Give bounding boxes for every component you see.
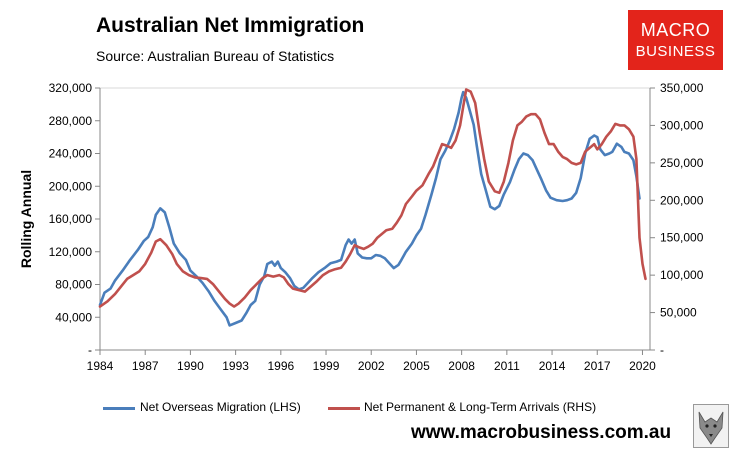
series-layer xyxy=(98,88,647,327)
x-tick-label: 1993 xyxy=(222,359,249,373)
left-tick-label: 280,000 xyxy=(49,114,93,128)
right-tick-label: 100,000 xyxy=(660,268,704,282)
right-tick-label: 200,000 xyxy=(660,193,704,207)
x-tick-label: 1996 xyxy=(267,359,294,373)
series-line-net-permanent-long-term-arrivals xyxy=(98,88,647,308)
x-tick-label: 2008 xyxy=(448,359,475,373)
legend-label-arrivals: Net Permanent & Long-Term Arrivals (RHS) xyxy=(364,400,597,414)
left-axis-ticks: - 40,000 80,000 120,000 160,000 200,000 240,00… xyxy=(49,81,100,357)
left-tick-label: - xyxy=(88,343,92,357)
legend-label-nom: Net Overseas Migration (LHS) xyxy=(140,400,301,414)
left-tick-label: 80,000 xyxy=(55,278,92,292)
macrobusiness-logo: MACRO BUSINESS xyxy=(628,10,723,70)
legend-swatch-arrivals xyxy=(328,407,360,410)
right-tick-label: 250,000 xyxy=(660,156,704,170)
x-tick-label: 2017 xyxy=(584,359,611,373)
wolf-logo-icon xyxy=(693,404,729,448)
left-tick-label: 200,000 xyxy=(49,179,93,193)
left-tick-label: 120,000 xyxy=(49,245,93,259)
x-tick-label: 1987 xyxy=(132,359,159,373)
website-url: www.macrobusiness.com.au xyxy=(411,422,672,443)
logo-line-2: BUSINESS xyxy=(635,43,716,60)
left-tick-label: 40,000 xyxy=(55,310,92,324)
x-tick-label: 1990 xyxy=(177,359,204,373)
left-tick-label: 160,000 xyxy=(49,212,93,226)
left-tick-label: 240,000 xyxy=(49,147,93,161)
x-tick-label: 2005 xyxy=(403,359,430,373)
x-axis-ticks: 1984 1987 1990 1993 1996 1999 2002 2005 2008 2011… xyxy=(87,350,656,373)
right-tick-label: 300,000 xyxy=(660,118,704,132)
right-tick-label: - xyxy=(660,343,664,357)
x-tick-label: 2002 xyxy=(358,359,385,373)
plot-area xyxy=(99,87,651,351)
right-tick-label: 150,000 xyxy=(660,231,704,245)
left-tick-label: 320,000 xyxy=(49,81,93,95)
x-tick-label: 1984 xyxy=(87,359,114,373)
x-tick-label: 2020 xyxy=(629,359,656,373)
right-tick-label: 50,000 xyxy=(660,306,697,320)
y-axis-label: Rolling Annual xyxy=(18,170,34,268)
chart-source: Source: Australian Bureau of Statistics xyxy=(96,48,335,64)
x-tick-label: 2014 xyxy=(539,359,566,373)
right-tick-label: 350,000 xyxy=(660,81,704,95)
series-line-net-overseas-migration xyxy=(98,90,641,327)
chart-title: Australian Net Immigration xyxy=(96,14,365,37)
legend-swatch-nom xyxy=(103,407,135,410)
x-tick-label: 1999 xyxy=(313,359,340,373)
logo-line-1: MACRO xyxy=(640,20,711,40)
x-tick-label: 2011 xyxy=(494,359,520,373)
right-axis-ticks: - 50,000 100,000 150,000 200,000 250,000 300,0… xyxy=(650,81,704,357)
